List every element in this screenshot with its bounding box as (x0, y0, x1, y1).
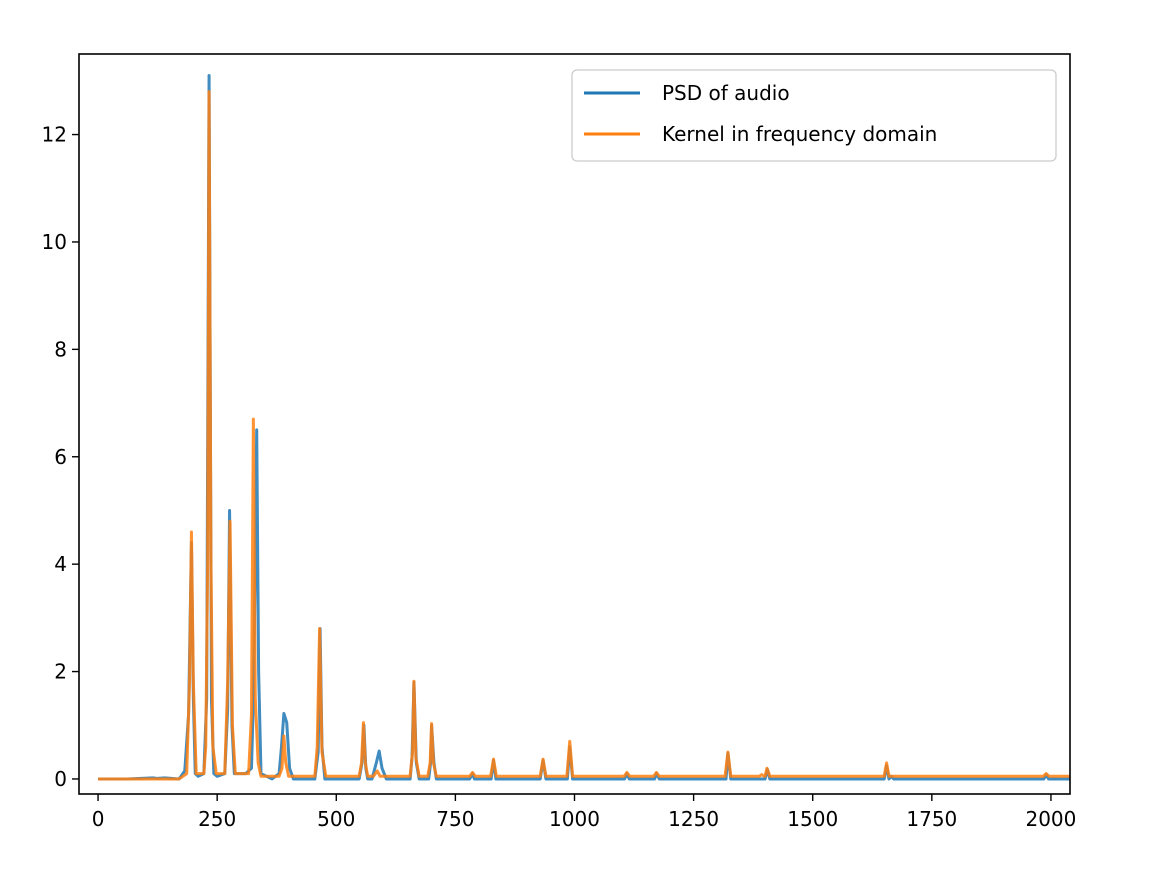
series-lines (98, 73, 1070, 781)
y-tick-label: 8 (54, 337, 67, 361)
x-tick-label: 500 (317, 807, 355, 831)
x-tick-label: 750 (436, 807, 474, 831)
x-axis-ticks: 0 250 500 750 1000 1250 1500 1750 2000 (92, 794, 1076, 831)
legend-frame (571, 69, 1057, 162)
y-axis-ticks: 0 2 4 6 8 10 12 (42, 123, 79, 791)
y-tick-label: 0 (54, 767, 67, 791)
x-tick-label: 2000 (1025, 807, 1076, 831)
x-tick-label: 1000 (549, 807, 600, 831)
legend: PSD of audio Kernel in frequency domain (571, 69, 1057, 162)
y-tick-label: 10 (42, 230, 67, 254)
x-tick-label: 1250 (668, 807, 719, 831)
series-line-kernel (98, 90, 1070, 781)
legend-label-kernel: Kernel in frequency domain (662, 122, 937, 146)
legend-label-psd: PSD of audio (662, 81, 790, 105)
x-tick-label: 0 (92, 807, 105, 831)
x-tick-label: 250 (198, 807, 236, 831)
y-tick-label: 6 (54, 445, 67, 469)
x-tick-label: 1750 (906, 807, 957, 831)
y-tick-label: 12 (42, 123, 67, 147)
x-tick-label: 1500 (787, 807, 838, 831)
y-tick-label: 2 (54, 660, 67, 684)
y-tick-label: 4 (54, 552, 67, 576)
